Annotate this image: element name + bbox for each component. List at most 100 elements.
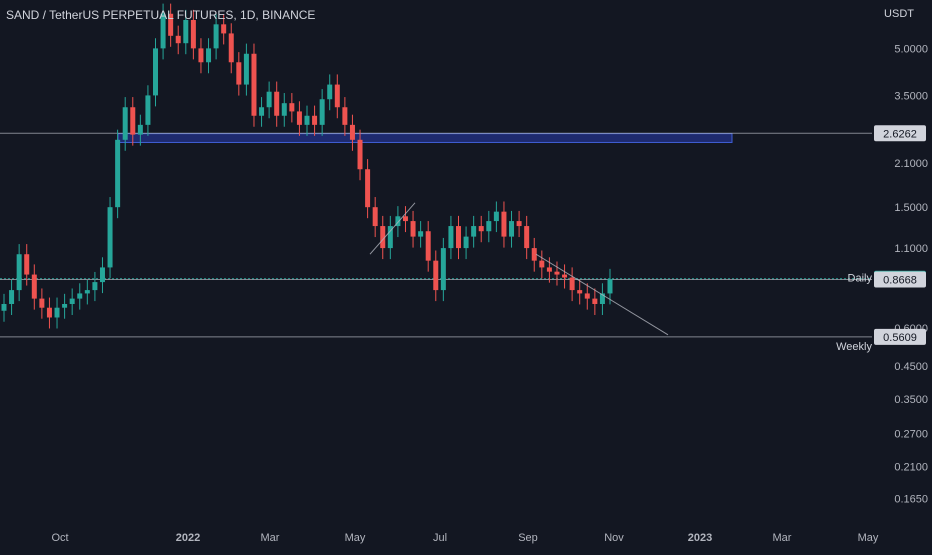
candle-body [357,139,363,170]
candle-body [107,207,113,268]
candle-body [592,298,598,304]
candle-body [607,279,613,294]
y-tick-label: 0.1650 [894,493,928,505]
candle-body [380,226,386,249]
candle-body [175,35,181,44]
axis-unit: USDT [884,8,914,20]
y-tick-label: 0.4500 [894,361,928,373]
x-tick-label: Mar [261,532,280,544]
x-tick-label: Mar [773,532,792,544]
candle-body [31,274,37,299]
price-label-daily: 0.8668 [883,275,917,287]
candle-body [54,307,60,318]
candle-body [486,221,492,232]
candle-body [554,271,560,275]
candle-body [599,293,605,304]
candle-body [115,139,121,208]
candle-body [524,226,530,249]
y-tick-label: 5.0000 [894,43,928,55]
candle-body [501,211,507,237]
y-tick-label: 0.3500 [894,394,928,406]
candle-body [531,248,537,261]
candle-body [69,298,75,304]
chart-title: SAND / TetherUS PERPETUAL FUTURES, 1D, B… [6,8,316,22]
candle-body [198,48,204,63]
candle-body [266,91,272,108]
candle-body [418,231,424,237]
candle-body [130,107,136,135]
price-label-resistance: 2.6262 [883,128,917,140]
candle-body [569,277,575,291]
candle-body [304,115,310,125]
candle-body [281,103,287,116]
candle-body [289,103,295,112]
candle-body [478,226,484,232]
candle-body [395,216,401,227]
candle-body [365,169,371,208]
candle-body [206,48,212,63]
candle-body [62,303,68,308]
y-tick-label: 0.2700 [894,428,928,440]
candle-body [137,124,143,135]
y-tick-label: 1.5000 [894,202,928,214]
candle-body [372,207,378,227]
candle-body [84,290,90,294]
candle-body [546,267,552,272]
candle-body [440,248,446,291]
candle-body [168,13,174,36]
x-tick-label: May [858,532,879,544]
candle-body [243,53,249,85]
x-tick-label: Oct [51,532,68,544]
candle-body [122,107,128,140]
candle-body [160,13,166,49]
candle-body [77,293,83,299]
candle-body [236,62,242,85]
candle-body [493,211,499,222]
candle-body [539,260,545,268]
candle-body [577,290,583,294]
x-tick-label: Sep [518,532,538,544]
candle-body [46,307,52,318]
candle-body [584,293,590,299]
candle-body [349,124,355,140]
candle-body [145,95,151,125]
candle-body [334,84,340,108]
candle-body [9,290,15,304]
annotation-daily: Daily [848,273,873,285]
candle-body [327,84,333,100]
candle-body [1,303,7,311]
candle-body [342,107,348,125]
candle-body [448,226,454,249]
candle-body [274,91,280,116]
trendline-down [535,253,669,336]
candle-body [259,107,265,116]
candle-body [509,221,515,237]
price-label-daily-bg [874,271,926,288]
candle-body [516,221,522,227]
candle-body [251,53,257,116]
candle-body [213,24,219,49]
candle-body [387,226,393,249]
trendline-up [369,202,416,255]
candle-body [183,20,189,44]
price-label-resistance-bg [874,125,926,142]
candle-body [92,282,98,291]
candle-body [319,99,325,125]
y-tick-label: 3.5000 [894,90,928,102]
x-tick-label: May [345,532,366,544]
resistance-zone [117,133,733,143]
candle-body [312,115,318,125]
candle-body [296,111,302,125]
candle-body [153,48,158,96]
candle-body [99,267,105,283]
candle-body [463,236,469,249]
price-label-weekly-bg [874,328,926,345]
candle-body [410,221,416,237]
y-tick-label: 0.2100 [894,462,928,474]
candle-body [190,20,196,49]
candle-body [221,24,227,34]
candle-body [402,216,408,222]
candle-body [228,33,234,63]
